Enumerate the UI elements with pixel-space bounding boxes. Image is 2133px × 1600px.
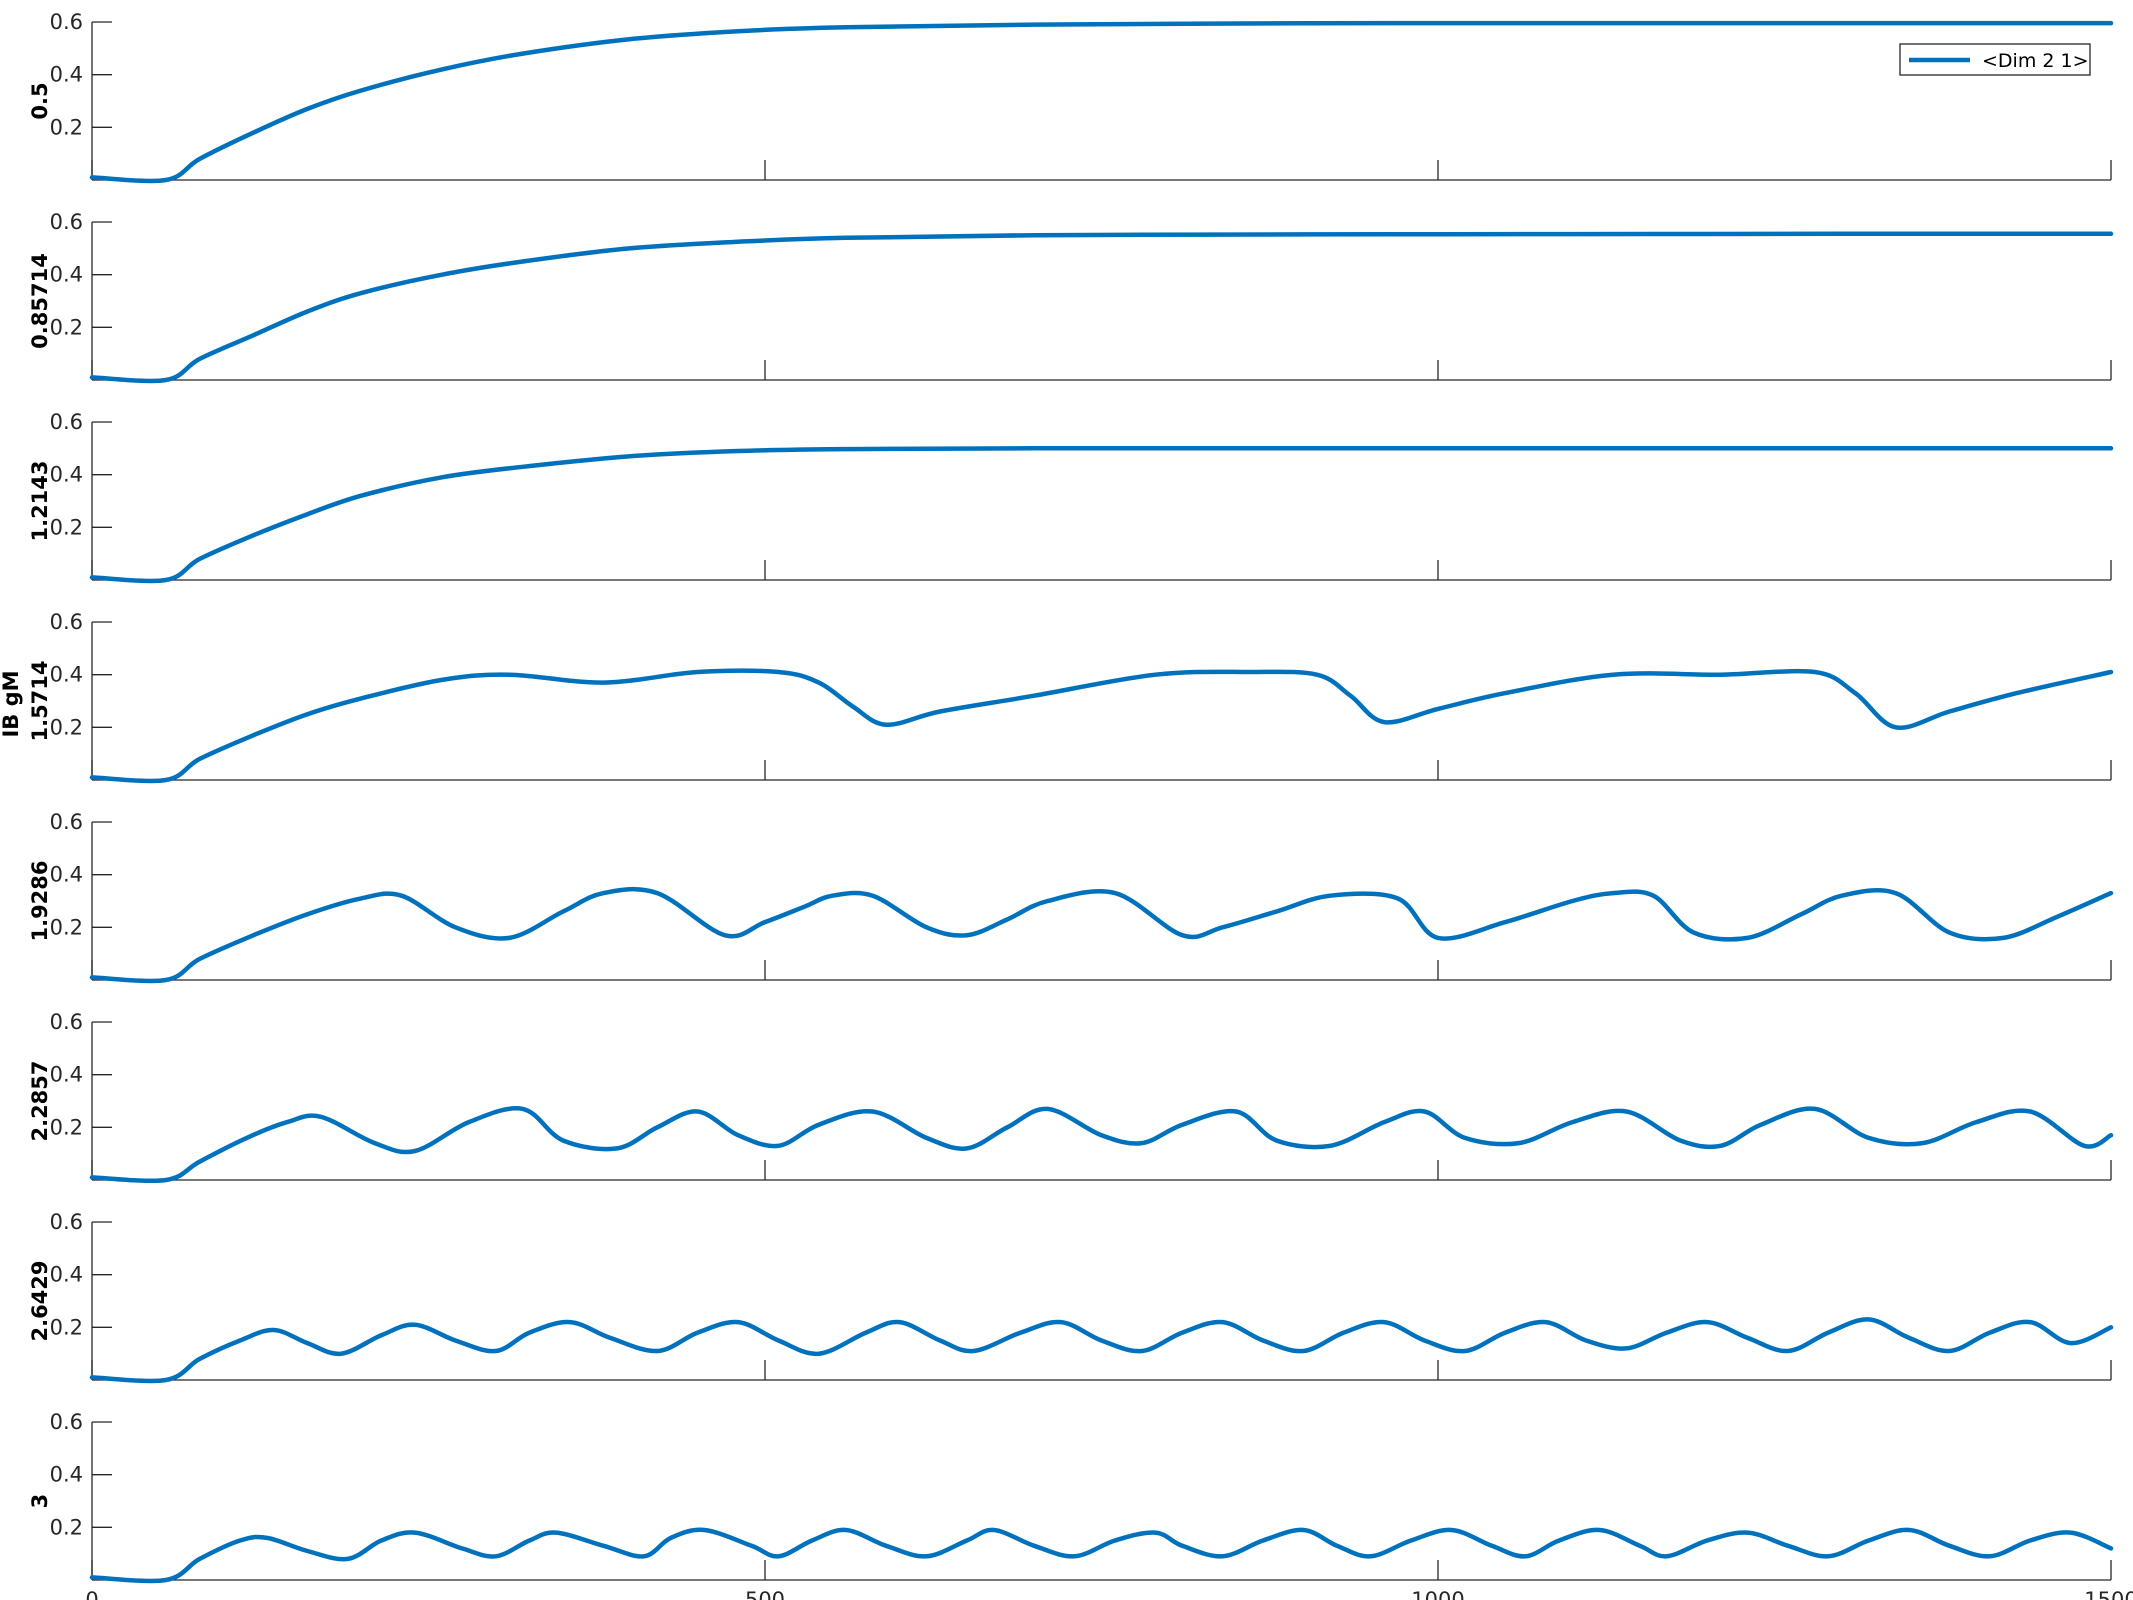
- chart-panels: 0.20.40.60.50.20.40.60.857140.20.40.61.2…: [28, 10, 2133, 1600]
- panel-y-axis-label: 1.2143: [28, 460, 52, 541]
- y-tick-label: 0.6: [50, 1210, 83, 1234]
- panel-5: 0.2 0.4 0.6 1.9286: [28, 810, 2114, 984]
- y-tick-label: 0.4: [50, 263, 83, 287]
- y-tick-label: 0.4: [50, 863, 83, 887]
- y-tick-label: 0.2: [50, 715, 83, 739]
- y-tick-label: 0.2: [50, 115, 83, 139]
- y-tick-label: 0.6: [50, 610, 83, 634]
- y-tick-label: 0.2: [50, 915, 83, 939]
- series-line: [89, 231, 2114, 384]
- y-tick-label: 0.2: [50, 1115, 83, 1139]
- series-line: [89, 886, 2114, 984]
- panel-y-axis-label: 1.5714: [28, 660, 52, 741]
- panel-y-axis-label: 0.5: [28, 82, 52, 119]
- panel-y-axis-label: 2.6429: [28, 1260, 52, 1341]
- panel-1: 0.2 0.4 0.6 0.5: [28, 10, 2114, 184]
- panel-3: 0.2 0.4 0.6 1.2143: [28, 410, 2114, 584]
- x-tick-label: 1500: [2084, 1588, 2133, 1600]
- y-tick-label: 0.4: [50, 663, 83, 687]
- series-line: [89, 1527, 2114, 1584]
- panel-4: 0.2 0.4 0.6 1.5714: [28, 610, 2114, 784]
- y-tick-label: 0.4: [50, 63, 83, 87]
- panel-8: 0.2 0.4 0.6 0 500 1000 1500 3: [28, 1410, 2133, 1600]
- y-tick-label: 0.2: [50, 1515, 83, 1539]
- x-tick-label: 500: [745, 1588, 785, 1600]
- panel-y-axis-label: 0.85714: [28, 253, 52, 349]
- y-tick-label: 0.6: [50, 1010, 83, 1034]
- y-tick-label: 0.2: [50, 515, 83, 539]
- series-line: [89, 1106, 2114, 1184]
- y-tick-label: 0.6: [50, 810, 83, 834]
- series-line: [89, 668, 2114, 784]
- y-tick-label: 0.6: [50, 10, 83, 34]
- series-line: [89, 1317, 2114, 1384]
- y-tick-label: 0.6: [50, 410, 83, 434]
- y-tick-label: 0.4: [50, 463, 83, 487]
- y-tick-label: 0.6: [50, 1410, 83, 1434]
- series-line: [89, 20, 2114, 184]
- x-tick-label: 1000: [1411, 1588, 1464, 1600]
- y-tick-label: 0.2: [50, 1315, 83, 1339]
- panel-6: 0.2 0.4 0.6 2.2857: [28, 1010, 2114, 1184]
- y-tick-label: 0.2: [50, 315, 83, 339]
- y-tick-label: 0.4: [50, 1063, 83, 1087]
- panel-7: 0.2 0.4 0.6 2.6429: [28, 1210, 2114, 1384]
- y-tick-label: 0.4: [50, 1463, 83, 1487]
- legend-label: <Dim 2 1>: [1982, 50, 2089, 72]
- y-tick-label: 0.4: [50, 1263, 83, 1287]
- panel-2: 0.2 0.4 0.6 0.85714: [28, 210, 2114, 384]
- panel-y-axis-label: 3: [28, 1494, 52, 1509]
- y-tick-label: 0.6: [50, 210, 83, 234]
- panel-y-axis-label: 2.2857: [28, 1060, 52, 1141]
- series-line: [89, 446, 2114, 584]
- x-tick-label: 0: [85, 1588, 98, 1600]
- legend: <Dim 2 1>: [1899, 43, 2091, 76]
- group-y-axis-label: IB gM: [0, 670, 23, 737]
- panel-y-axis-label: 1.9286: [28, 860, 52, 941]
